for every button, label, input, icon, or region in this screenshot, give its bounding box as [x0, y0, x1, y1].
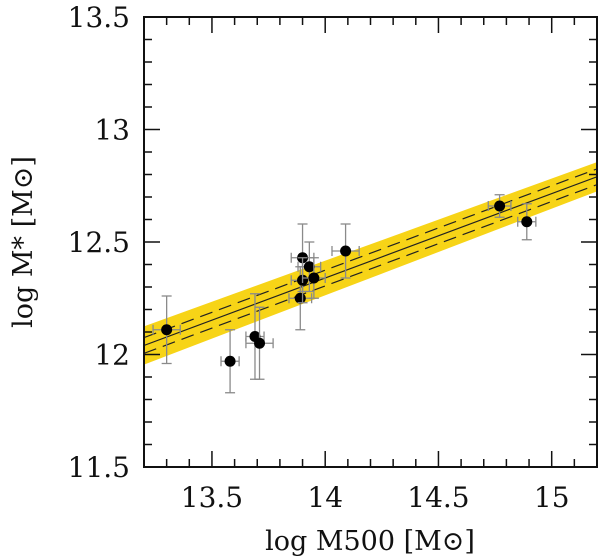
data-point [494, 200, 506, 212]
data-point [340, 245, 352, 257]
data-point [254, 337, 266, 349]
data-point-group [220, 329, 240, 394]
fit-line-layer [144, 168, 597, 354]
data-point-group [331, 223, 360, 279]
y-tick-label: 12 [94, 339, 130, 372]
fit-upper-dashed-line [144, 168, 597, 339]
data-point-group [301, 257, 326, 299]
fit-lower-dashed-line [144, 184, 597, 354]
data-point [303, 261, 315, 273]
data-point [224, 355, 236, 367]
fit-confidence-band [144, 162, 597, 365]
x-tick-label: 15 [534, 481, 570, 514]
y-tick-label: 13 [94, 114, 130, 147]
y-axis-title: log M* [M⊙] [8, 156, 39, 328]
y-tick-label: 11.5 [68, 451, 130, 484]
fit-band-layer [144, 162, 597, 365]
data-point [161, 324, 173, 336]
data-points-layer [152, 194, 537, 394]
ticks-layer: 13.5 14 14.5 15 11.5 12 12.5 13 13.5 [68, 1, 598, 514]
plot-frame [143, 16, 598, 468]
x-tick-label: 13.5 [181, 481, 243, 514]
x-tick-label: 14.5 [407, 481, 469, 514]
data-point [521, 216, 533, 228]
y-tick-label: 12.5 [68, 226, 130, 259]
data-point [308, 272, 320, 284]
fit-line [144, 176, 597, 347]
data-point-group [152, 295, 181, 365]
x-axis-title: log M500 [M⊙] [265, 526, 475, 557]
x-tick-label: 14 [307, 481, 343, 514]
data-point-group [245, 306, 274, 380]
data-point-group [297, 241, 322, 293]
data-point-group [517, 203, 537, 241]
y-tick-label: 13.5 [68, 1, 130, 34]
data-point-group [487, 194, 512, 218]
